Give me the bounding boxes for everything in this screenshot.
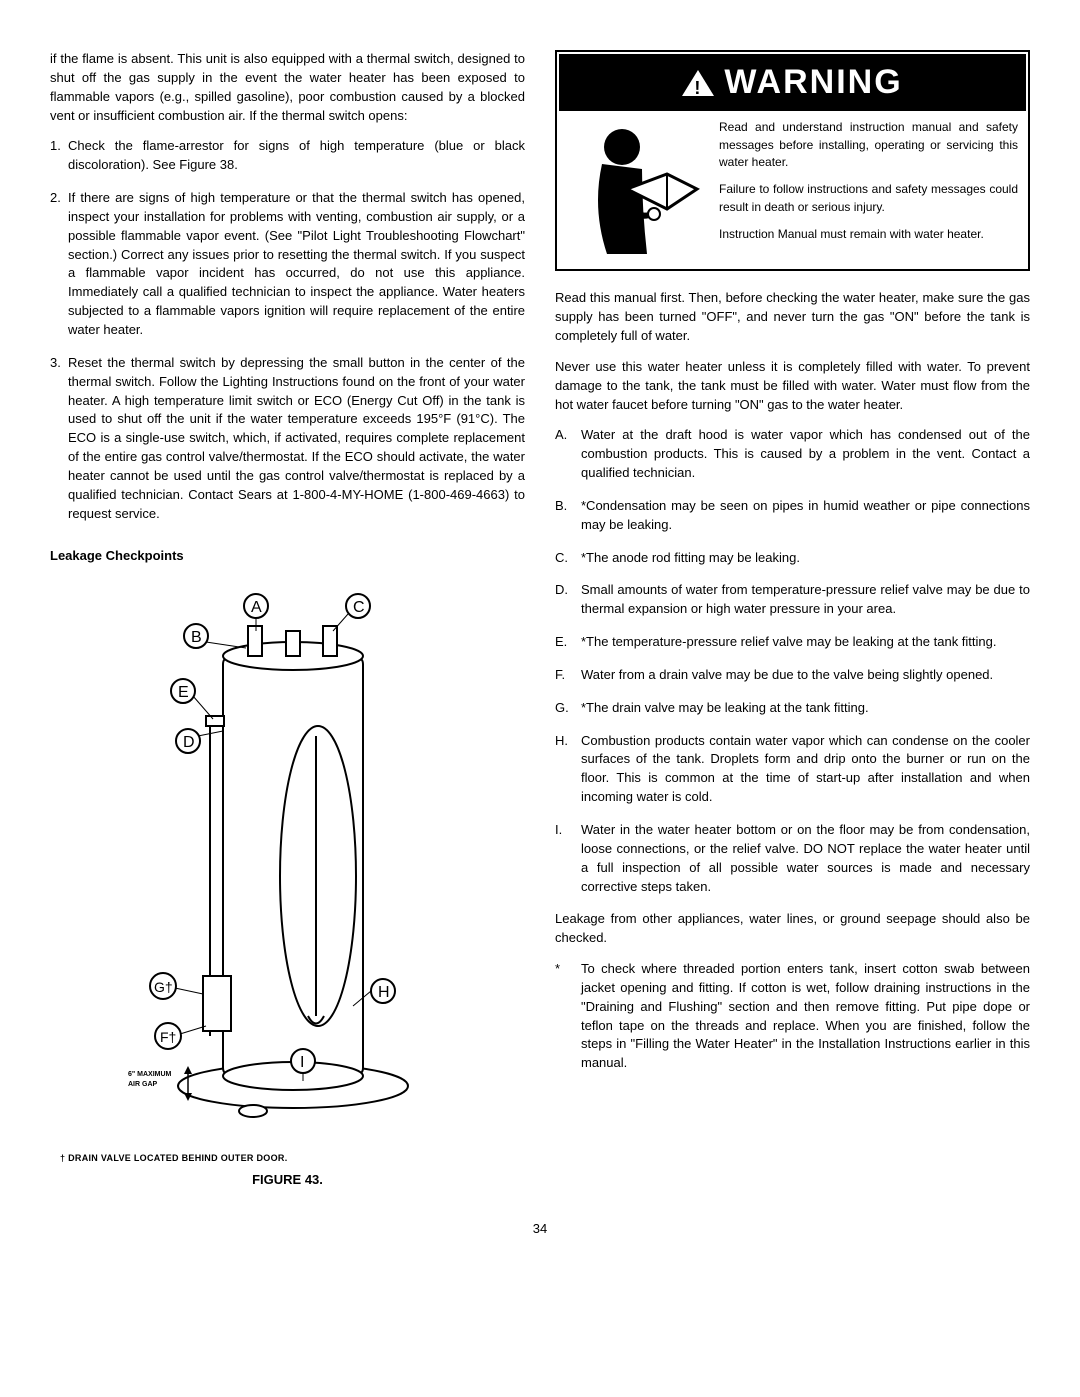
svg-text:H: H	[378, 984, 390, 1001]
warning-p2: Failure to follow instructions and safet…	[719, 181, 1018, 216]
item-a: A.Water at the draft hood is water vapor…	[555, 426, 1030, 483]
svg-text:A: A	[251, 599, 262, 616]
item-b: B.*Condensation may be seen on pipes in …	[555, 497, 1030, 535]
page-number: 34	[50, 1220, 1030, 1239]
two-column-layout: if the flame is absent. This unit is als…	[50, 50, 1030, 1190]
item-c: C.*The anode rod fitting may be leaking.	[555, 549, 1030, 568]
step-3: 3.Reset the thermal switch by depressing…	[50, 354, 525, 524]
svg-text:6" MAXIMUM: 6" MAXIMUM	[128, 1071, 172, 1078]
warning-triangle-icon	[682, 70, 714, 96]
svg-text:E: E	[178, 684, 189, 701]
svg-text:I: I	[300, 1054, 304, 1071]
figure-footnote: † DRAIN VALVE LOCATED BEHIND OUTER DOOR.	[60, 1152, 525, 1165]
item-e: E.*The temperature-pressure relief valve…	[555, 633, 1030, 652]
figure-caption: FIGURE 43.	[50, 1171, 525, 1190]
svg-text:AIR GAP: AIR GAP	[128, 1081, 158, 1088]
item-h: H.Combustion products contain water vapo…	[555, 732, 1030, 807]
item-i: I.Water in the water heater bottom or on…	[555, 821, 1030, 896]
warning-text: Read and understand instruction manual a…	[719, 119, 1018, 259]
step-1: 1.Check the flame-arrestor for signs of …	[50, 137, 525, 175]
numbered-steps: 1.Check the flame-arrestor for signs of …	[50, 137, 525, 523]
left-column: if the flame is absent. This unit is als…	[50, 50, 525, 1190]
svg-text:F†: F†	[160, 1029, 176, 1045]
warning-box: WARNING Read and understand instruction …	[555, 50, 1030, 271]
star-item: *To check where threaded portion enters …	[555, 960, 1030, 1073]
step-2: 2.If there are signs of high temperature…	[50, 189, 525, 340]
figure-43: 6" MAXIMUM AIR GAP A B C D E F† G† H I	[50, 576, 525, 1190]
leakage-heading: Leakage Checkpoints	[50, 547, 525, 566]
right-para-3: Leakage from other appliances, water lin…	[555, 910, 1030, 948]
right-para-1: Read this manual first. Then, before che…	[555, 289, 1030, 346]
right-column: WARNING Read and understand instruction …	[555, 50, 1030, 1190]
warning-p3: Instruction Manual must remain with wate…	[719, 226, 1018, 243]
water-heater-diagram: 6" MAXIMUM AIR GAP A B C D E F† G† H I	[128, 576, 448, 1136]
warning-title: WARNING	[724, 58, 902, 107]
asterisk-note: *To check where threaded portion enters …	[555, 960, 1030, 1073]
read-manual-icon	[567, 119, 707, 259]
warning-banner: WARNING	[559, 54, 1026, 111]
svg-text:D: D	[183, 734, 195, 751]
intro-paragraph: if the flame is absent. This unit is als…	[50, 50, 525, 125]
svg-text:G†: G†	[154, 979, 173, 995]
svg-text:B: B	[191, 629, 202, 646]
svg-text:C: C	[353, 599, 365, 616]
lettered-list: A.Water at the draft hood is water vapor…	[555, 426, 1030, 896]
item-f: F.Water from a drain valve may be due to…	[555, 666, 1030, 685]
right-para-2: Never use this water heater unless it is…	[555, 358, 1030, 415]
item-d: D.Small amounts of water from temperatur…	[555, 581, 1030, 619]
warning-p1: Read and understand instruction manual a…	[719, 119, 1018, 171]
item-g: G.*The drain valve may be leaking at the…	[555, 699, 1030, 718]
